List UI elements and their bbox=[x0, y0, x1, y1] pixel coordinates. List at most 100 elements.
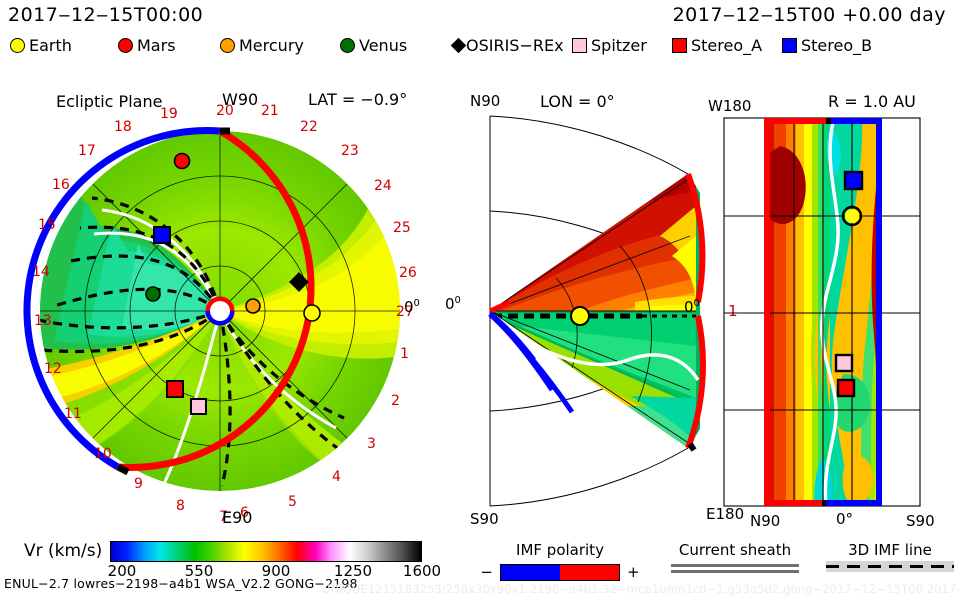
degree-superscript: 0 bbox=[454, 295, 461, 306]
legend-item-mars: Mars bbox=[118, 36, 176, 55]
ring-label-9: 9 bbox=[134, 476, 143, 492]
current-sheath-legend: Current sheath bbox=[660, 541, 810, 576]
ring-label-7: 7 bbox=[219, 509, 228, 525]
venus-marker-icon bbox=[145, 286, 161, 302]
right-panel-svg bbox=[723, 117, 921, 507]
degree-superscript: 0 bbox=[413, 298, 420, 309]
timestamp-left: 2017‒12‒15T00:00 bbox=[8, 4, 204, 26]
circle-marker-icon bbox=[10, 38, 25, 53]
ecliptic-zero-label: 0 bbox=[404, 298, 414, 316]
current-sheath-title: Current sheath bbox=[678, 541, 792, 559]
meridional-cut-chart[interactable] bbox=[460, 106, 706, 516]
legend-bar: Earth Mars Mercury Venus OSIRIS−REx Spit… bbox=[0, 36, 960, 62]
legend-item-earth: Earth bbox=[10, 36, 72, 55]
right-panel-bottom-label: E180 bbox=[706, 505, 745, 523]
colorbar-tick-900: 900 bbox=[261, 562, 291, 580]
ring-label-26: 26 bbox=[399, 265, 417, 281]
ring-label-10: 10 bbox=[94, 446, 112, 462]
timestamp-right: 2017‒12‒15T00 +0.00 day bbox=[672, 4, 946, 26]
right-x-tick-n90: N90 bbox=[750, 512, 781, 530]
degree-superscript: 0 bbox=[693, 298, 700, 309]
legend-item-osiris-rex: OSIRIS−REx bbox=[450, 36, 564, 55]
ring-label-19: 19 bbox=[160, 106, 178, 122]
colorbar-tick-1250: 1250 bbox=[333, 562, 373, 580]
stereo-b-marker-icon bbox=[153, 226, 171, 244]
meridional-north-label: N90 bbox=[470, 92, 501, 110]
legend-label: Spitzer bbox=[591, 36, 647, 55]
imf-polarity-legend: IMF polarity − + bbox=[470, 541, 650, 581]
ring-label-23: 23 bbox=[341, 143, 359, 159]
circle-marker-icon bbox=[220, 38, 235, 53]
ecliptic-bodies bbox=[145, 152, 321, 415]
ring-label-24: 24 bbox=[374, 178, 392, 194]
ring-label-27: 27 bbox=[396, 304, 414, 320]
constant-radius-chart[interactable] bbox=[718, 106, 950, 516]
ring-label-2: 2 bbox=[391, 393, 400, 409]
stereo-a-marker-icon bbox=[836, 378, 856, 398]
right-x-tick-zero: 0° bbox=[836, 510, 854, 528]
imf-polarity-title: IMF polarity bbox=[516, 541, 604, 559]
watermark-text: UNIQUE1215183253/256x30x90x1.2198−a4b1.3… bbox=[322, 582, 960, 596]
legend-item-stereo-b: Stereo_B bbox=[782, 36, 872, 55]
colorbar-tick-200: 200 bbox=[107, 562, 137, 580]
stereo-a-marker-icon bbox=[166, 380, 184, 398]
colorbar[interactable]: Vr (km/s) 200 550 900 1250 1600 bbox=[10, 538, 441, 590]
legend-label: Stereo_A bbox=[691, 36, 763, 55]
spitzer-marker-icon bbox=[834, 353, 854, 373]
ecliptic-plane-chart[interactable]: 20 21 22 23 24 25 26 27 1 2 3 4 5 6 7 8 … bbox=[23, 103, 417, 524]
ring-label-14: 14 bbox=[32, 264, 50, 280]
ring-label-18: 18 bbox=[114, 119, 132, 135]
mercury-marker-icon bbox=[245, 298, 261, 314]
meridional-right-degree-label: 00 bbox=[684, 298, 700, 316]
current-sheath-line-icon bbox=[671, 570, 799, 573]
ecliptic-zero-degree-label: 00 bbox=[404, 298, 420, 316]
meridional-svg bbox=[488, 115, 706, 507]
colorbar-gradient[interactable] bbox=[110, 541, 422, 562]
ring-label-5: 5 bbox=[288, 494, 297, 510]
meridional-left-label: 0 bbox=[445, 295, 455, 313]
colorbar-label: Vr (km/s) bbox=[24, 541, 103, 561]
ecliptic-panel-title: Ecliptic Plane bbox=[56, 92, 163, 111]
circle-marker-icon bbox=[340, 38, 355, 53]
right-x-tick-s90: S90 bbox=[906, 512, 935, 530]
stereo-b-marker-icon bbox=[843, 170, 864, 191]
right-panel-title: R = 1.0 AU bbox=[828, 92, 916, 111]
legend-label: OSIRIS−REx bbox=[466, 36, 564, 55]
legend-item-spitzer: Spitzer bbox=[572, 36, 647, 55]
imf-line-title: 3D IMF line bbox=[848, 541, 932, 559]
diamond-marker-icon bbox=[450, 37, 467, 54]
ecliptic-svg bbox=[23, 127, 400, 491]
ring-label-3: 3 bbox=[367, 436, 376, 452]
polarity-gradient-icon bbox=[500, 563, 620, 581]
ring-label-1: 1 bbox=[400, 346, 409, 362]
legend-label: Mars bbox=[137, 36, 176, 55]
ring-label-20: 20 bbox=[216, 103, 234, 119]
ring-label-4: 4 bbox=[332, 469, 341, 485]
ring-label-11: 11 bbox=[64, 406, 82, 422]
current-sheath-line-icon bbox=[671, 564, 799, 567]
meridional-right-label: 0 bbox=[684, 298, 694, 316]
ecliptic-lat-label: LAT = −0.9° bbox=[308, 90, 408, 109]
credit-text: ENUL−2.7 lowres−2198−a4b1 WSA_V2.2 GONG−… bbox=[4, 576, 358, 591]
earth-marker-icon bbox=[845, 209, 859, 223]
earth-marker-icon bbox=[570, 306, 590, 326]
circle-marker-icon bbox=[118, 38, 133, 53]
mars-marker-icon bbox=[173, 152, 191, 170]
square-marker-icon bbox=[672, 38, 687, 53]
legend-label: Earth bbox=[29, 36, 72, 55]
ring-label-22: 22 bbox=[300, 119, 318, 135]
meridional-panel-title: LON = 0° bbox=[540, 92, 615, 111]
ring-label-17: 17 bbox=[78, 143, 96, 159]
ring-label-15: 15 bbox=[38, 217, 56, 233]
earth-marker-icon bbox=[303, 304, 321, 322]
meridional-left-degree-label: 00 bbox=[445, 295, 461, 313]
ring-label-16: 16 bbox=[52, 177, 70, 193]
imf-line-legend: 3D IMF line bbox=[820, 541, 960, 572]
legend-item-mercury: Mercury bbox=[220, 36, 304, 55]
square-marker-icon bbox=[782, 38, 797, 53]
ecliptic-bottom-label: E90 bbox=[222, 508, 253, 527]
ring-label-13: 13 bbox=[34, 313, 52, 329]
colorbar-tick-550: 550 bbox=[184, 562, 214, 580]
ecliptic-top-label: W90 bbox=[222, 90, 259, 109]
ring-label-12: 12 bbox=[44, 361, 62, 377]
